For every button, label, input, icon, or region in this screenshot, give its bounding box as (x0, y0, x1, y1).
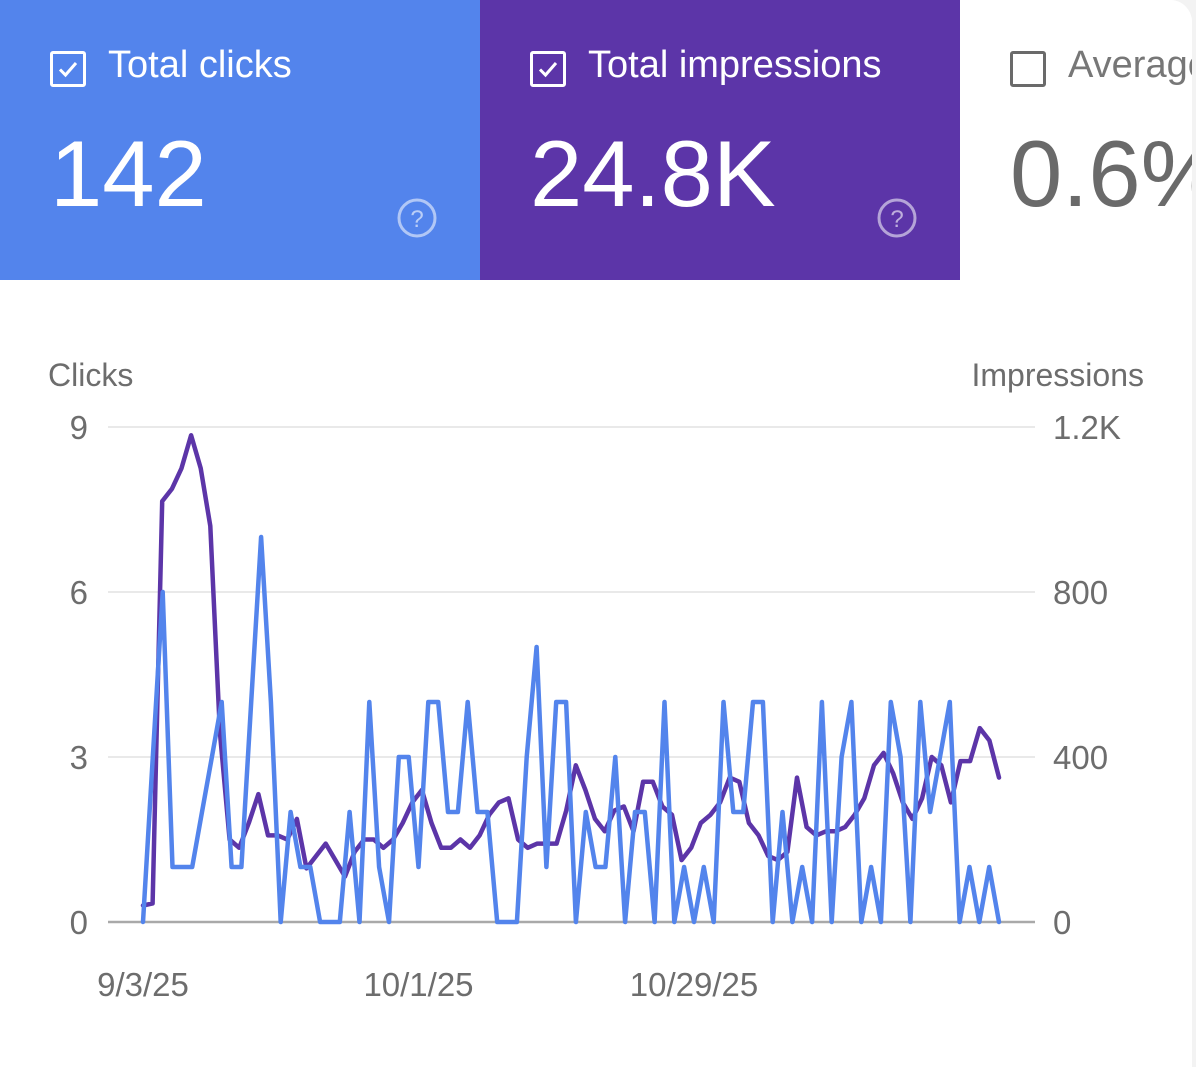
total-clicks-tile[interactable]: Total clicks 142 ? (0, 0, 480, 280)
x-tick-label: 10/1/25 (363, 966, 473, 1003)
x-tick-label: 9/3/25 (97, 966, 189, 1003)
right-tick-label: 400 (1053, 739, 1108, 776)
right-axis-title: Impressions (972, 357, 1145, 393)
left-tick-label: 9 (70, 409, 88, 446)
right-tick-label: 0 (1053, 904, 1071, 941)
total-clicks-label: Total clicks (108, 44, 292, 86)
total-clicks-value: 142 (50, 121, 207, 226)
metric-tiles: Total clicks 142 ? Total impressions 24.… (0, 0, 1192, 280)
help-icon[interactable]: ? (395, 196, 439, 240)
average-ctr-value: 0.6% (1010, 121, 1192, 226)
svg-text:?: ? (410, 206, 423, 233)
total-impressions-label: Total impressions (588, 44, 882, 86)
total-impressions-value: 24.8K (530, 121, 776, 226)
clicks-series-line (140, 534, 1002, 925)
x-tick-label: 10/29/25 (630, 966, 758, 1003)
total-impressions-tile[interactable]: Total impressions 24.8K ? (480, 0, 960, 280)
left-tick-label: 3 (70, 739, 88, 776)
left-tick-label: 6 (70, 574, 88, 611)
performance-chart: Clicks Impressions 0 3 6 9 0 400 800 1.2K 9/3/25 10… (48, 357, 1145, 1003)
svg-text:?: ? (890, 206, 903, 233)
left-tick-label: 0 (70, 904, 88, 941)
average-ctr-checkbox[interactable] (1010, 51, 1046, 87)
right-tick-label: 1.2K (1053, 409, 1121, 446)
left-axis-title: Clicks (48, 357, 133, 393)
help-icon[interactable]: ? (875, 196, 919, 240)
total-impressions-checkbox[interactable] (530, 51, 566, 87)
average-ctr-tile[interactable]: Average CTR 0.6% (960, 0, 1192, 280)
average-ctr-label: Average CTR (1068, 44, 1192, 86)
total-clicks-checkbox[interactable] (50, 51, 86, 87)
right-tick-label: 800 (1053, 574, 1108, 611)
